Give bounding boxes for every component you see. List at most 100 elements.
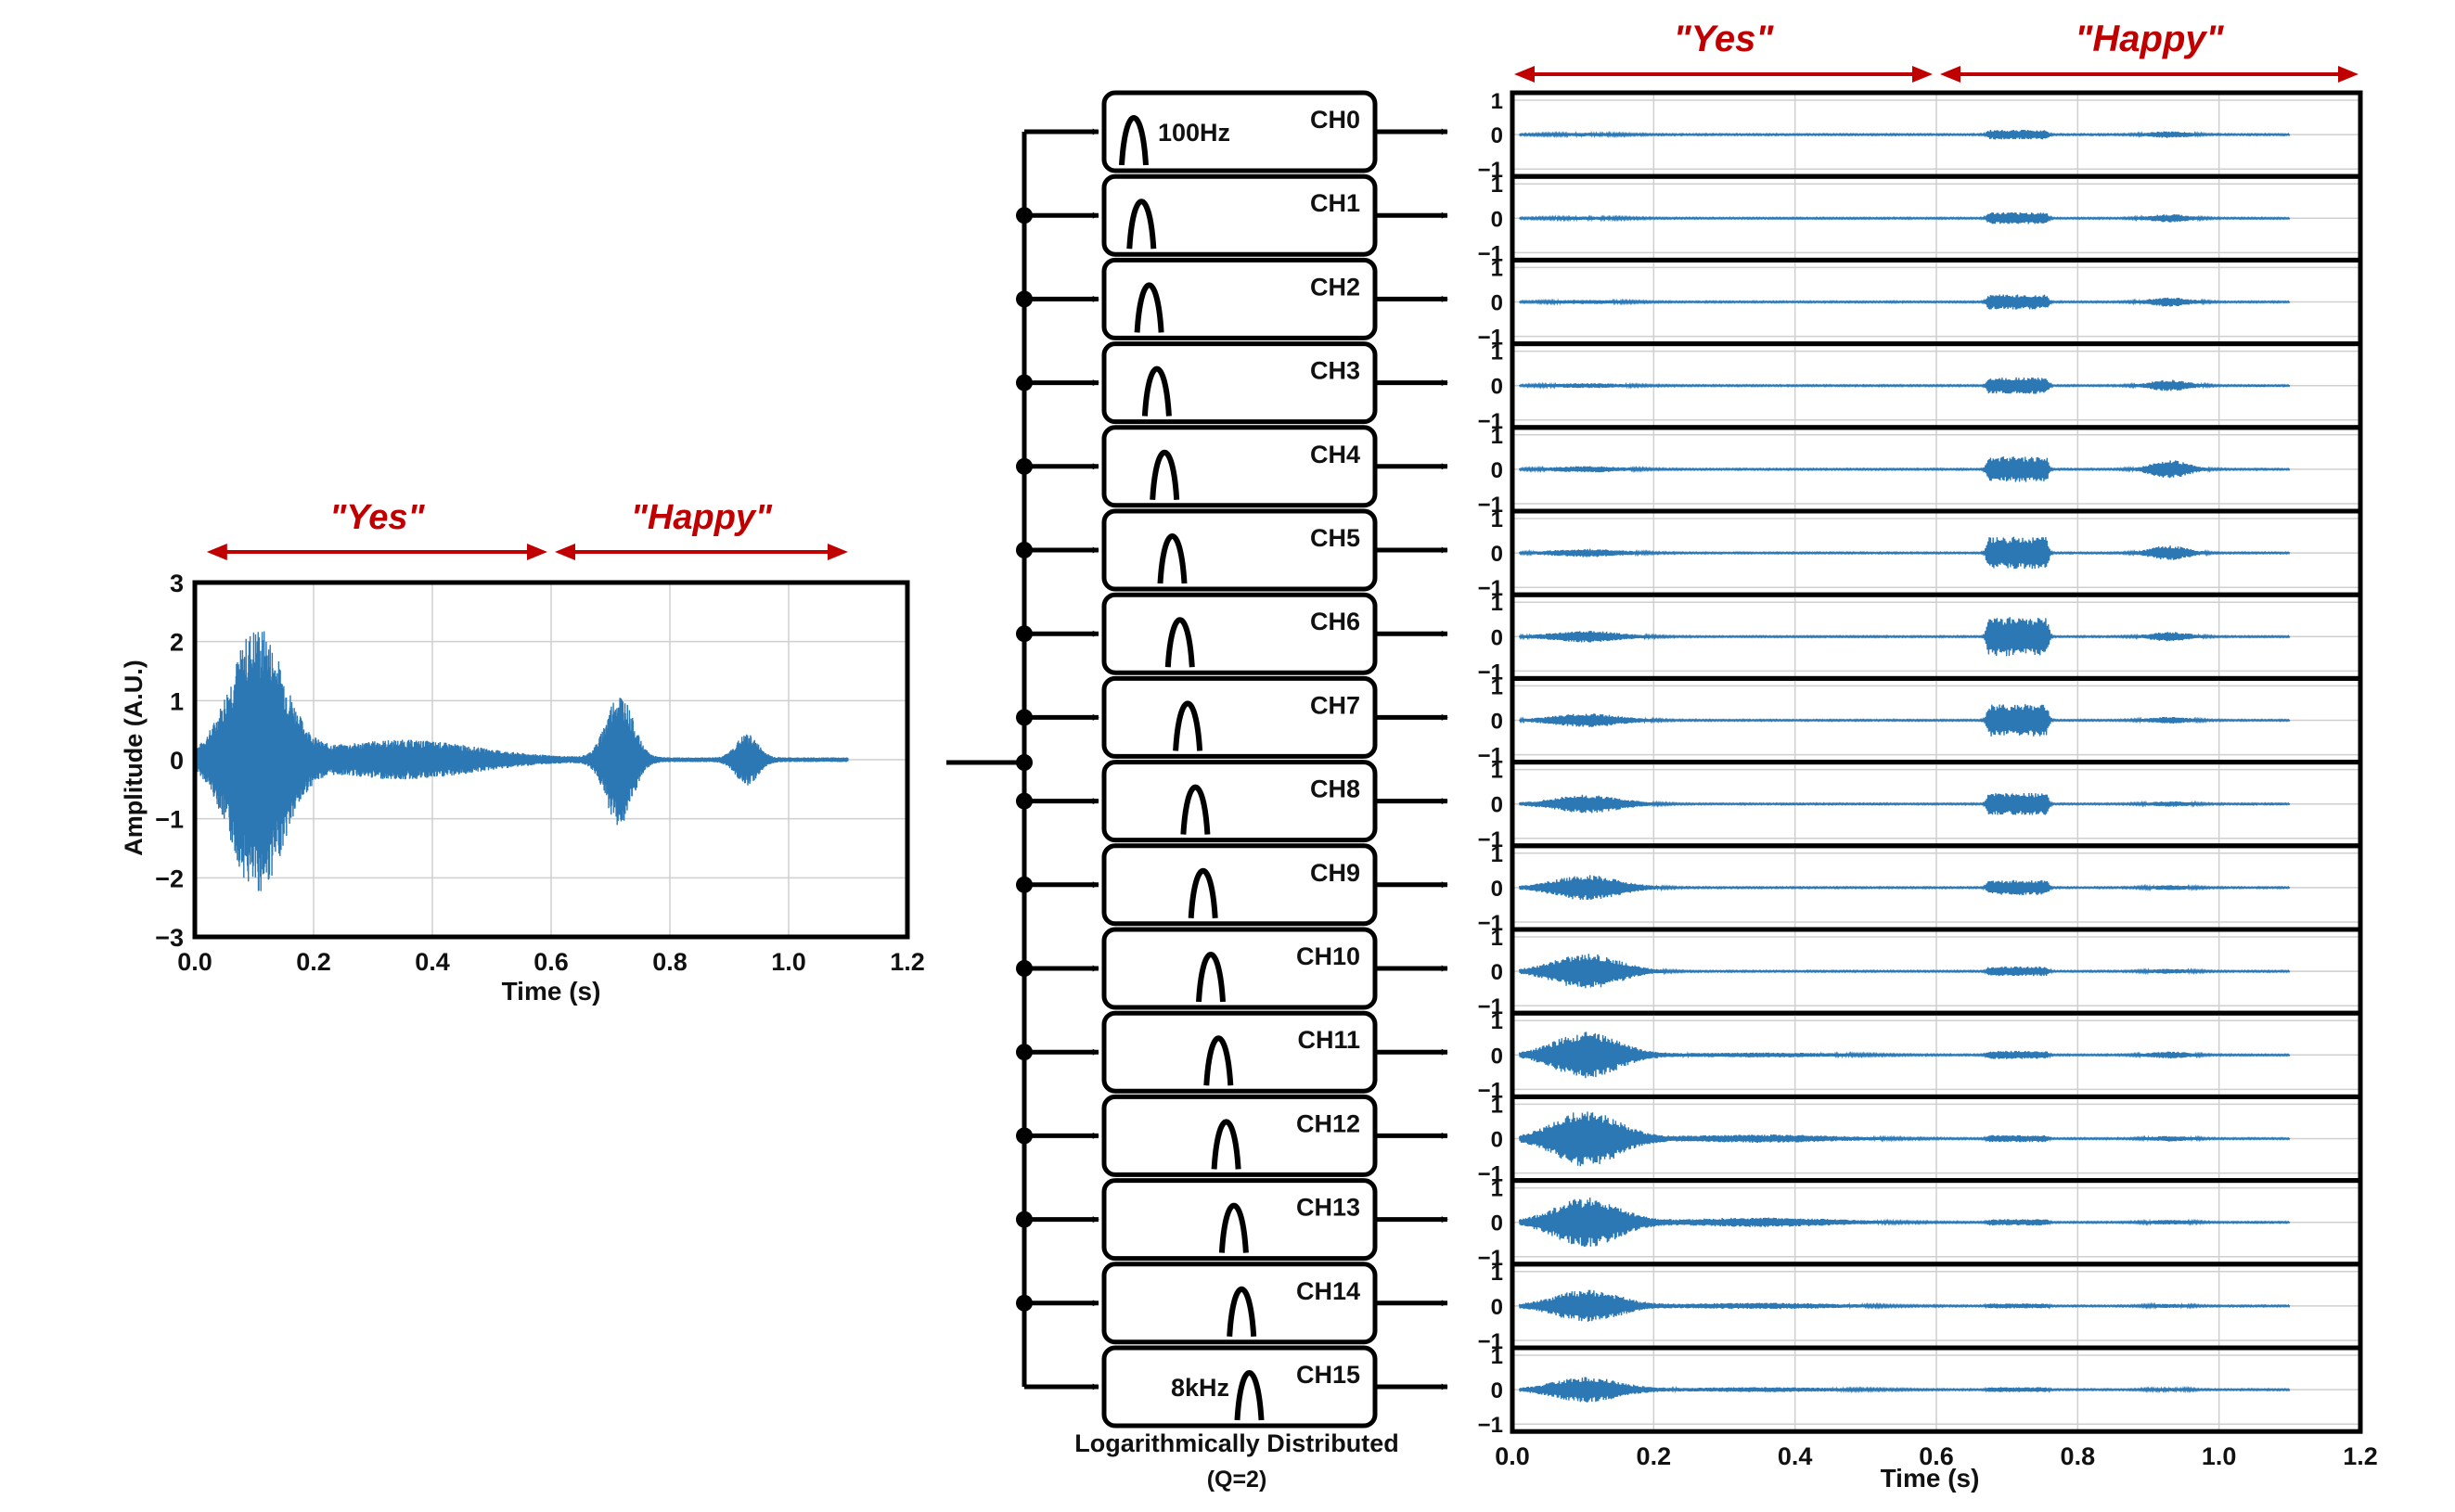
channel-label: CH4 xyxy=(1310,441,1360,468)
bandpass-icon xyxy=(1119,115,1149,166)
filter-bank-caption: Logarithmically Distributed xyxy=(1074,1429,1399,1457)
filter-ch8: CH8 xyxy=(1016,760,1448,843)
channel-panel-ch12: 1 0 −1 xyxy=(1478,1093,2363,1187)
filter-ch1: CH1 xyxy=(1016,173,1448,257)
channel-panel-ch10: 1 0 −1 xyxy=(1478,926,2363,1019)
bandpass-icon xyxy=(1180,784,1211,835)
filter-ch0: CH0 xyxy=(1024,90,1448,173)
panel-y-tick-label: 0 xyxy=(1491,123,1503,148)
channel-panel-ch5: 1 0 −1 xyxy=(1478,507,2363,601)
panel-y-tick-label: 0 xyxy=(1491,1295,1503,1320)
panel-y-tick-label: −1 xyxy=(1478,1246,1503,1271)
left-x-tick-label: 0.4 xyxy=(415,948,450,976)
channel-label: CH5 xyxy=(1310,524,1360,552)
channel-waveform-series xyxy=(1518,617,2291,657)
left-yes-span: "Yes" xyxy=(206,498,547,560)
channel-waveform-series xyxy=(1518,536,2291,570)
right-x-tick-label: 0.2 xyxy=(1637,1442,1672,1470)
filter-ch5: CH5 xyxy=(1016,508,1448,592)
panel-y-tick-label: 0 xyxy=(1491,960,1503,985)
channel-panel-ch7: 1 0 −1 xyxy=(1478,674,2363,769)
filter-ch9: CH9 xyxy=(1016,843,1448,927)
right-x-axis-label: Time (s) xyxy=(1881,1464,1980,1493)
channel-waveform-series xyxy=(1518,1377,2291,1403)
panel-y-tick-label: −1 xyxy=(1478,1162,1503,1187)
panel-y-tick-label: 0 xyxy=(1491,1128,1503,1153)
channel-waveform-series xyxy=(1518,1031,2291,1079)
panel-y-tick-label: 1 xyxy=(1491,926,1503,951)
panel-y-tick-label: −1 xyxy=(1478,1329,1503,1354)
high-cutoff-label: 8kHz xyxy=(1171,1374,1229,1402)
panel-y-tick-label: 0 xyxy=(1491,1378,1503,1403)
bandpass-icon xyxy=(1157,533,1188,584)
word-span-right-arrowhead xyxy=(1912,66,1933,83)
channel-panel-ch14: 1 0 −1 xyxy=(1478,1261,2363,1354)
channel-waveform-series xyxy=(1518,792,2291,815)
channel-label: CH11 xyxy=(1297,1026,1360,1054)
filter-ch6: CH6 xyxy=(1016,592,1448,675)
panel-y-tick-label: −1 xyxy=(1478,576,1503,601)
word-label: "Happy" xyxy=(631,498,773,537)
right-x-tick-label: 0.6 xyxy=(1919,1442,1954,1470)
panel-y-tick-label: 0 xyxy=(1491,542,1503,567)
left-x-tick-label: 0.0 xyxy=(177,948,212,976)
bandpass-icon xyxy=(1218,1202,1249,1253)
filter-bank-q-caption: (Q=2) xyxy=(1207,1467,1267,1493)
channel-label: CH9 xyxy=(1310,859,1360,887)
panel-y-tick-label: 0 xyxy=(1491,710,1503,735)
right-x-tick-label: 0.8 xyxy=(2061,1442,2096,1470)
channel-label: CH1 xyxy=(1310,189,1360,217)
panel-y-tick-label: −1 xyxy=(1478,493,1503,518)
panel-y-tick-label: 0 xyxy=(1491,1211,1503,1237)
panel-y-tick-label: 1 xyxy=(1491,507,1503,532)
left-y-tick-label: −1 xyxy=(155,806,184,834)
panel-y-tick-label: −1 xyxy=(1478,911,1503,936)
word-span-right-arrowhead xyxy=(828,544,848,560)
right-x-tick-label: 1.2 xyxy=(2343,1442,2378,1470)
right-x-tick-label: 1.0 xyxy=(2202,1442,2237,1470)
channel-panel-ch4: 1 0 −1 xyxy=(1478,424,2363,518)
panel-y-tick-label: −1 xyxy=(1478,994,1503,1019)
filter-ch12: CH12 xyxy=(1016,1094,1448,1177)
left-x-tick-label: 0.8 xyxy=(652,948,688,976)
panel-y-tick-label: 1 xyxy=(1491,591,1503,616)
left-x-tick-label: 0.2 xyxy=(296,948,331,976)
panel-y-tick-label: 1 xyxy=(1491,674,1503,699)
input-waveform-chart: 0.0 0.2 0.4 0.6 0.8 1.0 1.2 3 2 1 0 −1 −2 −3 "Yes" "Hap… xyxy=(155,498,925,976)
panel-y-tick-label: 1 xyxy=(1491,1261,1503,1286)
channel-panel-ch9: 1 0 −1 xyxy=(1478,842,2363,936)
channel-label: CH14 xyxy=(1296,1277,1360,1305)
channel-panel-ch13: 1 0 −1 xyxy=(1478,1177,2363,1271)
channel-label: CH8 xyxy=(1310,775,1360,803)
low-cutoff-label: 100Hz xyxy=(1158,119,1230,147)
panel-y-tick-label: −1 xyxy=(1478,660,1503,685)
channel-waveform-series xyxy=(1518,954,2291,989)
left-y-tick-label: 2 xyxy=(170,629,184,657)
panel-y-tick-label: −1 xyxy=(1478,1078,1503,1103)
panel-y-tick-label: 1 xyxy=(1491,1093,1503,1118)
channel-waveform-series xyxy=(1518,129,2291,140)
right-yes-span: "Yes" xyxy=(1514,19,1933,83)
input-waveform-series xyxy=(194,631,849,891)
bandpass-icon xyxy=(1234,1370,1265,1421)
filter-ch10: CH10 xyxy=(1016,927,1448,1010)
channel-panel-ch11: 1 0 −1 xyxy=(1478,1009,2363,1103)
panel-y-tick-label: 1 xyxy=(1491,1009,1503,1034)
panel-y-tick-label: 0 xyxy=(1491,375,1503,400)
channel-label: CH10 xyxy=(1296,942,1360,970)
panel-y-tick-label: −1 xyxy=(1478,158,1503,183)
channel-label: CH7 xyxy=(1310,691,1360,719)
channel-panel-ch2: 1 0 −1 xyxy=(1478,256,2363,351)
panel-y-tick-label: 1 xyxy=(1491,256,1503,281)
channel-label: CH13 xyxy=(1296,1194,1360,1222)
panel-y-tick-label: −1 xyxy=(1478,409,1503,434)
panel-y-tick-label: −1 xyxy=(1478,1413,1503,1438)
left-y-tick-label: 1 xyxy=(170,687,184,715)
word-span-left-arrowhead xyxy=(1940,66,1960,83)
word-span-left-arrowhead xyxy=(1514,66,1535,83)
panel-y-tick-label: 1 xyxy=(1491,759,1503,784)
channel-label: CH15 xyxy=(1296,1361,1360,1389)
bandpass-icon xyxy=(1203,1035,1234,1086)
left-chart-frame xyxy=(192,580,910,940)
panel-y-tick-label: 1 xyxy=(1491,1344,1503,1369)
